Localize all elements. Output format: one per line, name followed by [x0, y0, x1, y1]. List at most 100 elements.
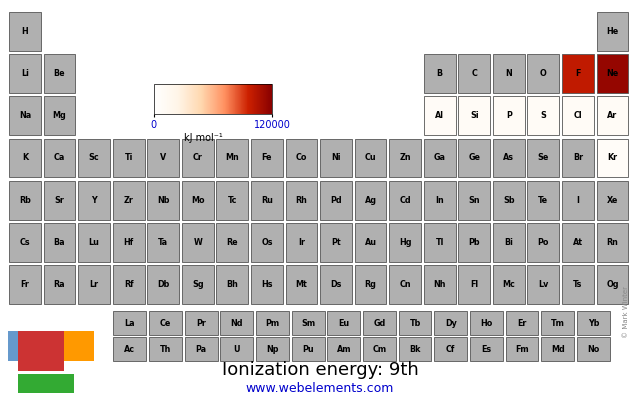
- Bar: [435, 337, 467, 361]
- Text: Po: Po: [538, 238, 549, 247]
- Bar: [424, 138, 456, 178]
- Text: Rg: Rg: [365, 280, 376, 289]
- Text: Si: Si: [470, 111, 479, 120]
- Text: Hg: Hg: [399, 238, 412, 247]
- Bar: [256, 337, 289, 361]
- Bar: [562, 96, 594, 135]
- Text: Li: Li: [21, 69, 29, 78]
- Text: Pm: Pm: [266, 318, 280, 328]
- Bar: [389, 138, 421, 178]
- Text: Sg: Sg: [192, 280, 204, 289]
- Bar: [328, 337, 360, 361]
- Text: Os: Os: [261, 238, 273, 247]
- Text: Es: Es: [481, 344, 492, 354]
- Bar: [216, 266, 248, 304]
- Bar: [78, 266, 110, 304]
- Bar: [285, 223, 317, 262]
- Bar: [527, 223, 559, 262]
- Bar: [44, 266, 76, 304]
- Bar: [147, 138, 179, 178]
- Text: N: N: [506, 69, 512, 78]
- Bar: [363, 311, 396, 335]
- Bar: [216, 181, 248, 220]
- Bar: [355, 181, 387, 220]
- Bar: [8, 331, 19, 361]
- Bar: [320, 266, 352, 304]
- Text: V: V: [160, 154, 166, 162]
- Text: Ir: Ir: [298, 238, 305, 247]
- Text: Lr: Lr: [90, 280, 99, 289]
- Bar: [9, 223, 41, 262]
- Text: Rf: Rf: [124, 280, 134, 289]
- Bar: [596, 54, 628, 93]
- Text: U: U: [234, 344, 240, 354]
- Text: P: P: [506, 111, 512, 120]
- Text: Lv: Lv: [538, 280, 548, 289]
- Text: Sm: Sm: [301, 318, 315, 328]
- Bar: [182, 181, 214, 220]
- Bar: [355, 138, 387, 178]
- Text: Nd: Nd: [230, 318, 243, 328]
- Bar: [470, 311, 503, 335]
- Bar: [596, 266, 628, 304]
- Bar: [320, 223, 352, 262]
- Bar: [320, 181, 352, 220]
- Text: www.webelements.com: www.webelements.com: [246, 382, 394, 395]
- Bar: [251, 223, 283, 262]
- Bar: [320, 138, 352, 178]
- Text: Ra: Ra: [54, 280, 65, 289]
- Bar: [399, 337, 431, 361]
- Text: Au: Au: [365, 238, 376, 247]
- Text: Ne: Ne: [606, 69, 619, 78]
- Text: Be: Be: [54, 69, 65, 78]
- Bar: [363, 337, 396, 361]
- Bar: [292, 311, 324, 335]
- Text: F: F: [575, 69, 580, 78]
- Bar: [424, 266, 456, 304]
- Text: C: C: [471, 69, 477, 78]
- Text: Kr: Kr: [607, 154, 618, 162]
- Bar: [285, 181, 317, 220]
- Text: Ag: Ag: [365, 196, 376, 205]
- Text: Np: Np: [266, 344, 278, 354]
- Text: Y: Y: [92, 196, 97, 205]
- Text: K: K: [22, 154, 28, 162]
- Bar: [216, 223, 248, 262]
- Bar: [251, 138, 283, 178]
- Bar: [577, 311, 610, 335]
- Bar: [527, 138, 559, 178]
- Text: Ru: Ru: [261, 196, 273, 205]
- Bar: [44, 181, 76, 220]
- Text: Ar: Ar: [607, 111, 618, 120]
- Text: Cm: Cm: [372, 344, 387, 354]
- Bar: [113, 138, 145, 178]
- Bar: [44, 223, 76, 262]
- Text: Bk: Bk: [410, 344, 421, 354]
- Text: Cu: Cu: [365, 154, 376, 162]
- Text: Pr: Pr: [196, 318, 206, 328]
- Text: kJ mol⁻¹: kJ mol⁻¹: [184, 133, 223, 143]
- Bar: [389, 266, 421, 304]
- Bar: [596, 138, 628, 178]
- Bar: [147, 266, 179, 304]
- Bar: [182, 223, 214, 262]
- Text: Er: Er: [517, 318, 527, 328]
- Bar: [44, 138, 76, 178]
- Text: Bi: Bi: [504, 238, 513, 247]
- Bar: [355, 266, 387, 304]
- Text: Rn: Rn: [607, 238, 618, 247]
- Bar: [113, 223, 145, 262]
- Bar: [424, 223, 456, 262]
- Bar: [292, 337, 324, 361]
- Text: Bh: Bh: [227, 280, 238, 289]
- Text: Lu: Lu: [89, 238, 99, 247]
- Text: Mn: Mn: [225, 154, 239, 162]
- Text: At: At: [573, 238, 583, 247]
- Text: Eu: Eu: [338, 318, 349, 328]
- Bar: [9, 181, 41, 220]
- Text: Md: Md: [551, 344, 564, 354]
- Text: Mc: Mc: [502, 280, 515, 289]
- Bar: [389, 223, 421, 262]
- Text: Fm: Fm: [515, 344, 529, 354]
- Bar: [458, 181, 490, 220]
